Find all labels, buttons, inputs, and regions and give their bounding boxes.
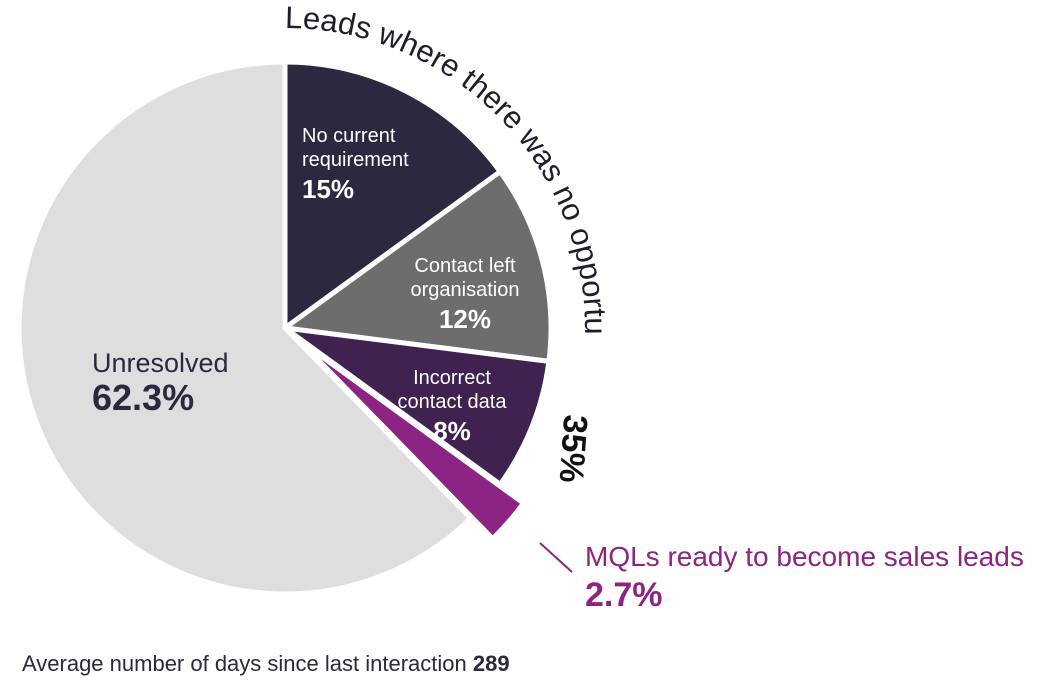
footer-note: Average number of days since last intera…	[22, 651, 510, 677]
pie-slice-3	[282, 325, 552, 487]
slice-value-label: 8%	[433, 416, 471, 446]
footer-text: Average number of days since last intera…	[22, 651, 473, 676]
group-total-label: 35%	[552, 413, 595, 484]
pie-slice-1	[282, 59, 503, 331]
slice-name-label: requirement	[302, 149, 409, 171]
slice-name-label: No current	[302, 125, 396, 147]
pie-slices	[16, 59, 554, 597]
slice-value-label: 15%	[302, 174, 354, 204]
slice-name-label: Incorrect	[413, 367, 491, 389]
slice-value-label: 12%	[439, 304, 491, 334]
pie-slice-5	[16, 59, 474, 597]
slice-name-label: Unresolved	[92, 348, 229, 378]
mql-leader-line	[539, 542, 573, 573]
footer-value: 289	[472, 651, 510, 676]
slice-name-label: Contact left	[414, 255, 516, 277]
pie-slice-2	[282, 169, 554, 364]
slice-value-label: 62.3%	[92, 377, 194, 418]
slice-name-label: MQLs ready to become sales leads	[585, 541, 1024, 572]
slice-name-label: organisation	[411, 279, 520, 301]
slice-name-label: contact data	[398, 391, 508, 413]
slice-value-label: 2.7%	[585, 576, 663, 614]
pie-slice-4	[296, 337, 527, 542]
